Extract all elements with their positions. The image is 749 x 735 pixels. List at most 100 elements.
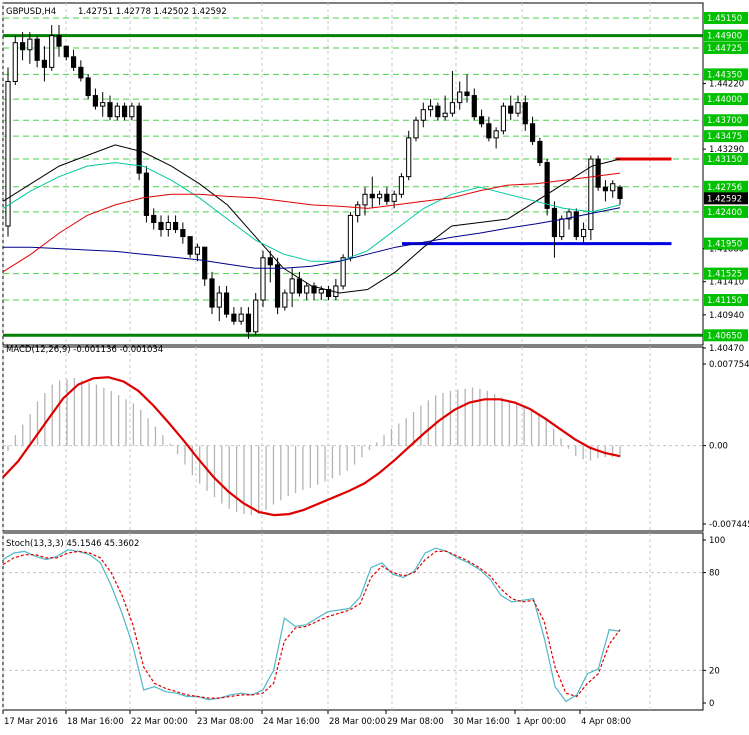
axis-label: 1.41410 — [709, 278, 744, 288]
candle — [282, 292, 288, 308]
candle — [610, 183, 616, 192]
candle — [566, 211, 572, 220]
time-label: 28 Mar 00:00 — [329, 717, 386, 727]
candle — [107, 102, 113, 118]
candle — [5, 80, 11, 227]
candle — [202, 246, 208, 280]
candle — [427, 105, 434, 111]
candle — [70, 56, 77, 68]
axis-label: 1.43290 — [709, 145, 744, 155]
candle — [384, 193, 390, 202]
candle — [369, 193, 375, 199]
price-label-text: 1.42400 — [707, 208, 742, 218]
price-label-text: 1.45150 — [707, 14, 742, 24]
price-label-box — [704, 153, 748, 166]
moving-average — [2, 144, 621, 294]
stoch-axis-label: 0 — [709, 699, 714, 709]
candle — [398, 176, 405, 195]
price-label-text: 1.44725 — [707, 44, 742, 54]
price-panel: 1.432901.442201.418801.414101.409401.404… — [2, 2, 748, 354]
price-label-text: 1.40650 — [707, 331, 742, 341]
candle — [588, 158, 594, 231]
macd-axis-label: 0.007754 — [709, 360, 749, 370]
stochastic-panel: 100 80 20 0 — [2, 532, 725, 711]
moving-average — [3, 207, 621, 269]
candle — [522, 102, 528, 125]
price-label-text: 1.42756 — [707, 183, 742, 193]
stoch-axis-label: 100 — [709, 536, 725, 546]
candle — [478, 116, 485, 125]
time-label: 22 Mar 00:00 — [131, 717, 188, 727]
macd-panel: 0.007754 0.00 -0.007445 — [2, 346, 749, 532]
candle — [41, 59, 48, 68]
candle — [406, 137, 412, 178]
candle — [413, 119, 419, 139]
candle — [180, 229, 186, 238]
candle — [245, 313, 252, 333]
candle — [129, 105, 135, 118]
candle — [260, 257, 266, 301]
candle — [595, 158, 601, 188]
candle — [559, 218, 565, 238]
price-label-box — [704, 237, 748, 250]
candle — [580, 229, 587, 238]
price-label-box — [704, 192, 748, 205]
candle — [49, 35, 55, 68]
candle — [121, 105, 128, 118]
candle — [457, 91, 463, 104]
candle — [304, 285, 310, 294]
price-label-box — [704, 267, 748, 280]
candle — [92, 95, 99, 107]
candle — [544, 162, 550, 209]
candle — [216, 292, 222, 308]
price-label-text: 1.41150 — [707, 296, 742, 306]
time-label: 30 Mar 16:00 — [453, 717, 510, 727]
candle — [34, 38, 40, 61]
price-label-box — [704, 205, 748, 218]
price-label-box — [704, 29, 748, 42]
candle — [318, 288, 324, 294]
candle — [435, 105, 441, 118]
candle — [391, 193, 397, 202]
candle — [355, 204, 361, 216]
candle — [223, 292, 230, 315]
candle — [12, 42, 18, 82]
price-label-text: 1.44350 — [707, 70, 742, 80]
stoch-main-line — [2, 547, 621, 703]
candle — [508, 105, 514, 114]
candle — [27, 38, 33, 51]
candle — [267, 257, 273, 266]
candle — [551, 207, 558, 238]
candle — [362, 193, 368, 206]
candle — [537, 140, 543, 164]
price-label-box — [704, 12, 748, 24]
price-label-box — [704, 93, 748, 106]
time-label: 29 Mar 08:00 — [387, 717, 444, 727]
macd-axis-label: 0.00 — [709, 442, 728, 452]
moving-average — [2, 172, 621, 273]
price-label-text: 1.44900 — [707, 32, 742, 42]
stoch-signal-line — [2, 550, 621, 699]
candle — [500, 105, 507, 132]
axis-label: 1.40940 — [709, 311, 744, 321]
moving-average — [2, 162, 621, 262]
price-label-text: 1.44000 — [707, 95, 742, 105]
price-label-text: 1.43150 — [707, 155, 742, 165]
candle — [165, 221, 171, 231]
candle — [19, 42, 26, 51]
candle — [209, 278, 215, 308]
candle — [136, 105, 142, 174]
time-label: 18 Mar 16:00 — [67, 717, 124, 727]
candle — [347, 214, 354, 259]
price-label-box — [704, 294, 748, 307]
candle — [289, 278, 295, 294]
candle — [493, 130, 499, 139]
price-label-text: 1.41525 — [707, 270, 742, 280]
candle — [464, 91, 470, 97]
time-axis: 17 Mar 2016 18 Mar 16:00 22 Mar 00:00 23 Ma… — [2, 710, 631, 727]
candle — [85, 77, 91, 97]
axis-label: 1.40470 — [709, 344, 744, 354]
candle — [296, 278, 303, 294]
